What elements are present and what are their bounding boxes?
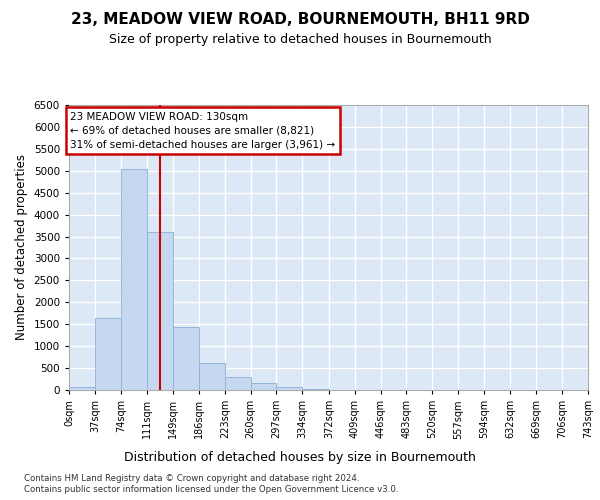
Text: 23 MEADOW VIEW ROAD: 130sqm
← 69% of detached houses are smaller (8,821)
31% of : 23 MEADOW VIEW ROAD: 130sqm ← 69% of det… <box>70 112 335 150</box>
Bar <box>302 388 329 390</box>
Bar <box>146 232 173 390</box>
Bar <box>199 364 225 390</box>
Bar <box>121 168 146 390</box>
Bar <box>69 387 95 390</box>
Text: 23, MEADOW VIEW ROAD, BOURNEMOUTH, BH11 9RD: 23, MEADOW VIEW ROAD, BOURNEMOUTH, BH11 … <box>71 12 529 28</box>
Bar <box>173 328 199 390</box>
Bar <box>277 387 302 390</box>
Bar <box>95 318 121 390</box>
Text: Distribution of detached houses by size in Bournemouth: Distribution of detached houses by size … <box>124 451 476 464</box>
Bar <box>225 377 251 390</box>
Text: Contains public sector information licensed under the Open Government Licence v3: Contains public sector information licen… <box>24 486 398 494</box>
Text: Size of property relative to detached houses in Bournemouth: Size of property relative to detached ho… <box>109 32 491 46</box>
Text: Contains HM Land Registry data © Crown copyright and database right 2024.: Contains HM Land Registry data © Crown c… <box>24 474 359 483</box>
Y-axis label: Number of detached properties: Number of detached properties <box>15 154 28 340</box>
Bar <box>251 384 277 390</box>
